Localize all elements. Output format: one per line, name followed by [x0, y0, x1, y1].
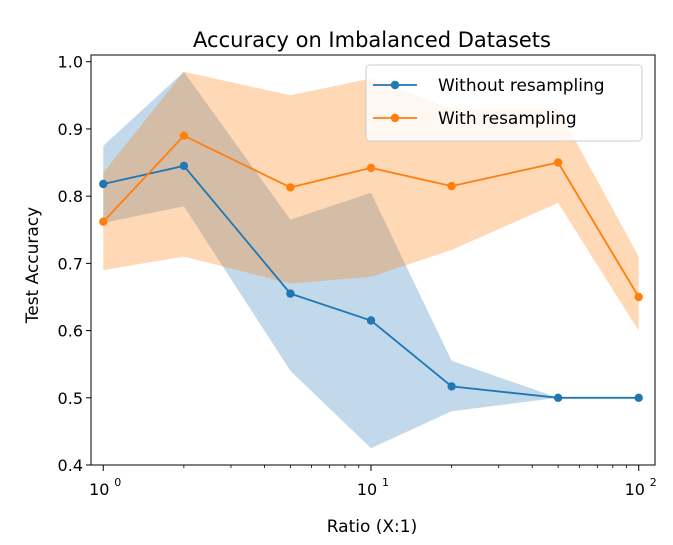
x-tick-exponent: 0 — [114, 476, 121, 489]
legend-without-resampling-marker — [390, 80, 400, 90]
y-axis-label: Test Accuracy — [23, 207, 43, 325]
y-tick-label: 0.6 — [58, 322, 83, 341]
without-resampling-point — [179, 161, 189, 171]
plot-frame — [90, 54, 656, 466]
without-resampling-point — [286, 289, 295, 298]
with-resampling-point — [99, 217, 108, 226]
x-axis-label: Ratio (X:1) — [327, 517, 418, 537]
without-resampling-point — [447, 382, 456, 391]
x-tick-exponent: 1 — [382, 476, 389, 489]
without-resampling-point — [99, 179, 108, 189]
legend: Without resampling With resampling — [365, 64, 643, 142]
with-resampling-point — [447, 181, 456, 191]
without-resampling-point — [634, 393, 643, 402]
with-resampling-point — [366, 163, 376, 173]
y-tick-label: 0.4 — [58, 456, 83, 475]
x-tick-label: 10 — [625, 480, 645, 499]
data-points — [99, 131, 643, 402]
without-resampling-point — [366, 316, 376, 325]
x-tick-label: 10 — [357, 480, 377, 499]
with-resampling-point — [634, 292, 643, 302]
with-resampling-point — [179, 131, 189, 140]
legend-without-resampling-label: Without resampling — [438, 76, 605, 96]
chart-title: Accuracy on Imbalanced Datasets — [193, 28, 551, 52]
y-axis: 0.4 0.5 0.6 0.7 0.8 0.9 1.0 — [58, 53, 91, 475]
y-tick-label: 1.0 — [58, 53, 83, 72]
y-tick-label: 0.5 — [58, 389, 83, 408]
y-tick-label: 0.8 — [58, 187, 83, 206]
without-resampling-point — [553, 393, 563, 402]
legend-box — [365, 64, 643, 142]
x-tick-label: 10 — [89, 480, 109, 499]
legend-with-resampling-label: With resampling — [438, 109, 577, 129]
with-resampling-point — [553, 158, 563, 167]
legend-with-resampling-marker — [390, 113, 400, 123]
y-tick-label: 0.7 — [58, 254, 83, 273]
with-resampling-point — [286, 183, 295, 192]
without-resampling-band — [103, 71, 639, 449]
x-tick-exponent: 2 — [650, 476, 657, 489]
x-axis: 10 0 10 1 10 2 — [89, 465, 657, 499]
y-tick-label: 0.9 — [58, 120, 83, 139]
